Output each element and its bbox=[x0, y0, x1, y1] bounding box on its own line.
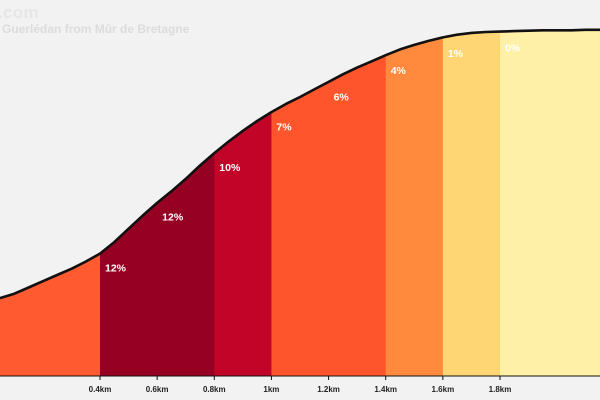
x-tick-label: 0.6km bbox=[146, 385, 169, 394]
gradient-label: 12% bbox=[162, 212, 184, 224]
gradient-segment-2 bbox=[157, 29, 215, 376]
site-name: .com bbox=[0, 3, 39, 22]
x-tick-label: 1.6km bbox=[432, 385, 455, 394]
x-tick-label: 1.2km bbox=[317, 385, 340, 394]
gradient-segments bbox=[0, 29, 600, 376]
x-tick-label: 0.4km bbox=[89, 385, 112, 394]
elevation-line bbox=[0, 28, 600, 300]
gradient-label: 6% bbox=[334, 91, 350, 103]
gradient-label: 1% bbox=[448, 48, 464, 60]
x-tick-label: 1.8km bbox=[489, 385, 512, 394]
x-tick-label: 0.8km bbox=[203, 385, 226, 394]
gradient-label: 0% bbox=[505, 43, 521, 55]
gradient-segment-0 bbox=[0, 29, 101, 376]
gradient-segment-4 bbox=[271, 29, 330, 376]
x-tick-label: 1.4km bbox=[374, 385, 397, 394]
chart-header: .com e Guerlédan from Mûr de Bretagne bbox=[0, 0, 600, 40]
gradient-segment-7 bbox=[442, 29, 501, 376]
gradient-segment-3 bbox=[214, 29, 272, 376]
gradient-label: 10% bbox=[219, 162, 241, 174]
gradient-segment-5 bbox=[328, 29, 387, 376]
gradient-segment-8 bbox=[500, 29, 600, 376]
x-tick-label: 1km bbox=[263, 385, 279, 394]
gradient-segment-1 bbox=[100, 29, 158, 376]
x-axis-ticks: 0.4km 0.6km 0.8km 1km 1.2km 1.4km 1.6km 1.8km bbox=[89, 376, 512, 394]
gradient-labels: 12% 12% 10% 7% 6% 4% 1% 0% bbox=[105, 43, 521, 275]
gradient-label: 4% bbox=[391, 65, 407, 77]
gradient-label: 7% bbox=[276, 122, 292, 134]
gradient-segment-6 bbox=[385, 29, 444, 376]
gradient-label: 12% bbox=[105, 262, 127, 274]
chart-title: e Guerlédan from Mûr de Bretagne bbox=[0, 22, 190, 36]
